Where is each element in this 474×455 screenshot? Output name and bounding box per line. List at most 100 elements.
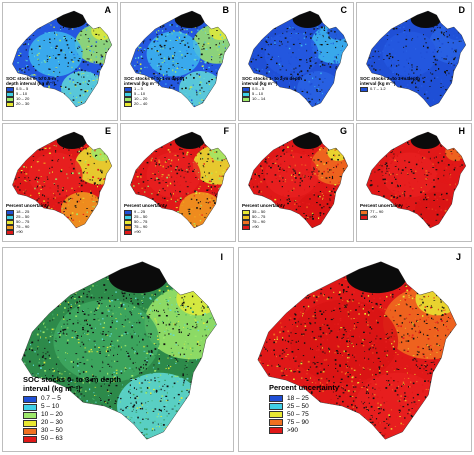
panel-j: J Percent uncertainty 18 – 25 25 – 50 50 –… — [238, 247, 472, 452]
legend-item: 50 – 75 — [269, 411, 379, 419]
legend-label: 75 – 90 — [16, 223, 30, 229]
legend-i: SOC stocks 0- to 3-m depth interval (kg … — [23, 375, 133, 443]
legend-swatch — [124, 219, 132, 225]
legend-item: 50 – 75 — [124, 219, 167, 225]
legend-label: 10 – 14 — [252, 96, 266, 102]
panel-letter: D — [458, 5, 466, 15]
panel-d: D SOC stocks 2- to 3-m depth interval (kg… — [356, 2, 472, 121]
panel-letter: I — [220, 252, 223, 262]
legend-item: 20 – 30 — [6, 102, 68, 108]
legend-item: 77 – 90 — [360, 208, 403, 215]
legend-item: 20 – 30 — [23, 419, 133, 427]
legend-b: SOC stocks 0- to 1-m depth interval (kg … — [124, 76, 186, 108]
legend-swatch — [269, 411, 283, 418]
map-a — [12, 10, 113, 108]
legend-item: >90 — [269, 427, 379, 435]
legend-swatch — [23, 395, 37, 403]
legend-item: 1 – 5 — [124, 87, 186, 93]
legend-label: >90 — [134, 228, 141, 234]
legend-swatch — [242, 87, 250, 93]
map-h — [366, 131, 467, 229]
legend-label: 50 – 63 — [41, 435, 63, 442]
legend-swatch — [23, 403, 37, 411]
legend-swatch — [6, 209, 14, 215]
legend-label: >90 — [370, 213, 377, 219]
legend-label: 77 – 90 — [370, 208, 384, 214]
panel-letter: H — [458, 126, 466, 136]
map-region — [366, 11, 466, 107]
panel-letter: E — [104, 126, 111, 136]
legend-title: SOC stocks 0- to 1-m depth interval (kg … — [124, 76, 184, 86]
legend-title: SOC stocks 1- to 2-m depth interval (kg … — [242, 76, 302, 86]
legend-label: 75 – 90 — [252, 218, 266, 224]
panel-f: F Percent uncertainty 9 – 25 25 – 50 50 – 75… — [120, 123, 236, 242]
map-outline — [257, 261, 457, 440]
map-outline — [21, 261, 217, 440]
legend-swatch — [124, 214, 132, 220]
legend-title: SOC stocks 0- to 0.5-m depth interval (k… — [6, 76, 57, 86]
map-outline — [12, 10, 113, 108]
legend-swatch — [242, 97, 250, 103]
legend-swatch — [124, 87, 132, 93]
legend-item: 25 – 50 — [6, 214, 49, 220]
map-outline — [366, 131, 467, 229]
legend-swatch — [242, 224, 250, 230]
legend-label: >90 — [287, 426, 299, 434]
legend-item: 10 – 20 — [23, 411, 133, 419]
legend-swatch — [6, 219, 14, 225]
legend-item: 50 – 75 — [242, 213, 285, 220]
legend-swatch — [360, 214, 368, 220]
legend-item: 5 – 10 — [6, 92, 68, 98]
legend-title: SOC stocks 0- to 3-m depth interval (kg … — [23, 375, 121, 393]
legend-c: SOC stocks 1- to 2-m depth interval (kg … — [242, 76, 304, 103]
legend-label: 20 – 30 — [41, 419, 63, 426]
legend-label: 75 – 90 — [287, 418, 309, 426]
legend-j: Percent uncertainty 18 – 25 25 – 50 50 – 7… — [269, 383, 379, 435]
legend-swatch — [269, 427, 283, 434]
legend-item: >90 — [6, 229, 49, 235]
panel-g: G Percent uncertainty 35 – 50 50 – 75 75 – 9… — [238, 123, 354, 242]
legend-swatch — [242, 214, 250, 220]
legend-item: 50 – 75 — [6, 219, 49, 225]
legend-swatch — [6, 102, 14, 108]
map-outline — [248, 131, 349, 229]
legend-label: 30 – 50 — [41, 427, 63, 434]
legend-e: Percent uncertainty 18 – 25 25 – 50 50 – 75… — [6, 203, 49, 235]
legend-swatch — [360, 209, 368, 215]
legend-swatch — [124, 92, 132, 98]
legend-swatch — [269, 419, 283, 426]
legend-swatch — [124, 229, 132, 235]
legend-swatch — [360, 87, 368, 93]
legend-item: 10 – 20 — [6, 97, 68, 103]
legend-item: 5 – 10 — [124, 92, 186, 98]
legend-item: 50 – 63 — [23, 435, 133, 443]
legend-swatch — [124, 102, 132, 108]
legend-swatch — [124, 224, 132, 230]
legend-swatch — [6, 229, 14, 235]
legend-item: 30 – 50 — [23, 427, 133, 435]
legend-item: 25 – 50 — [269, 403, 379, 411]
legend-label: 18 – 25 — [16, 208, 30, 214]
legend-item: 75 – 90 — [124, 224, 167, 230]
panel-letter: A — [104, 5, 112, 15]
legend-item: 20 – 40 — [124, 102, 186, 108]
legend-item: 10 – 20 — [124, 97, 186, 103]
legend-swatch — [6, 214, 14, 220]
legend-title: Percent uncertainty — [360, 203, 403, 208]
legend-item: 18 – 25 — [6, 208, 49, 215]
legend-title: SOC stocks 2- to 3-m depth interval (kg … — [360, 76, 420, 86]
map-outline — [366, 10, 467, 108]
panel-letter: F — [223, 126, 230, 136]
legend-swatch — [6, 92, 14, 98]
legend-swatch — [242, 92, 250, 98]
legend-item: 75 – 90 — [269, 419, 379, 427]
legend-label: 50 – 75 — [252, 213, 266, 219]
legend-label: 5 – 10 — [41, 403, 60, 410]
legend-swatch — [23, 427, 37, 435]
panel-e: E Percent uncertainty 18 – 25 25 – 50 50 – 7… — [2, 123, 118, 242]
legend-swatch — [269, 403, 283, 410]
legend-swatch — [23, 411, 37, 419]
legend-label: 50 – 75 — [287, 410, 309, 418]
panel-letter: G — [339, 126, 347, 136]
legend-h: Percent uncertainty 77 – 90 >90 — [360, 203, 403, 220]
